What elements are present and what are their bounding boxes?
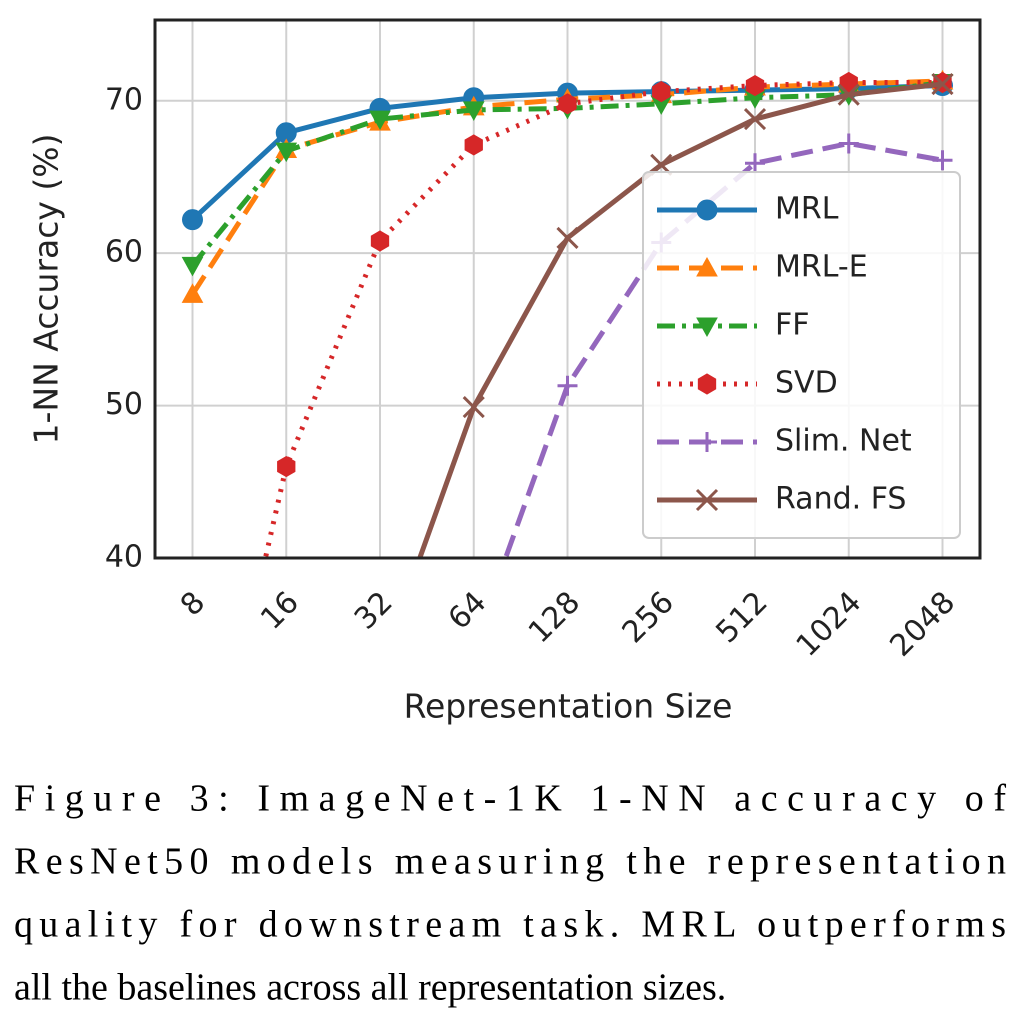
marker (275, 142, 298, 163)
plot-frame (153, 18, 982, 560)
legend-marker (696, 199, 718, 221)
legend-label: MRL-E (775, 250, 868, 285)
marker (931, 72, 954, 96)
marker (462, 101, 485, 121)
series-line (502, 140, 943, 558)
caption-line: all the baselines across all representat… (14, 967, 726, 1009)
marker (182, 209, 203, 231)
marker (464, 134, 483, 156)
caption-line: quality for downstream task. MRL outperf… (14, 904, 1006, 946)
marker (181, 256, 204, 277)
legend-label: Slim. Net (775, 424, 912, 459)
marker (557, 375, 578, 396)
caption: Figure 3: ImageNet-1K 1-NN accuracy ofRe… (14, 778, 1006, 1009)
marker (181, 283, 204, 303)
marker (932, 150, 953, 171)
legend-box (642, 171, 961, 539)
legend-label: FF (775, 308, 810, 343)
marker (745, 153, 765, 174)
caption-line: ResNet50 models measuring the representa… (14, 841, 1006, 883)
marker (743, 108, 767, 131)
marker (745, 74, 765, 97)
marker (369, 110, 391, 131)
x-axis-label: Representation Size (404, 687, 733, 726)
legend-label: MRL (775, 192, 839, 227)
marker (556, 226, 579, 250)
marker (652, 81, 671, 103)
y-axis-label: 1-NN Accuracy (%) (27, 133, 66, 444)
legend-marker (697, 432, 717, 452)
y-tick-label: 60 (105, 235, 143, 270)
legend-label: Rand. FS (775, 482, 906, 517)
y-tick-label: 40 (105, 540, 143, 575)
marker (277, 455, 296, 478)
marker (370, 230, 390, 252)
y-tick-label: 70 (105, 82, 143, 117)
legend-label: SVD (775, 366, 838, 401)
legend-marker (696, 256, 718, 277)
legend-marker (695, 488, 719, 512)
marker (838, 133, 859, 154)
marker (462, 396, 485, 419)
marker (558, 93, 577, 115)
legend-marker (697, 373, 717, 395)
marker (837, 83, 860, 106)
y-tick-label: 50 (105, 387, 143, 422)
legend: MRL MRL-E FF SVD Slim. Net Rand. FS (642, 171, 961, 539)
legend-marker (696, 317, 718, 338)
